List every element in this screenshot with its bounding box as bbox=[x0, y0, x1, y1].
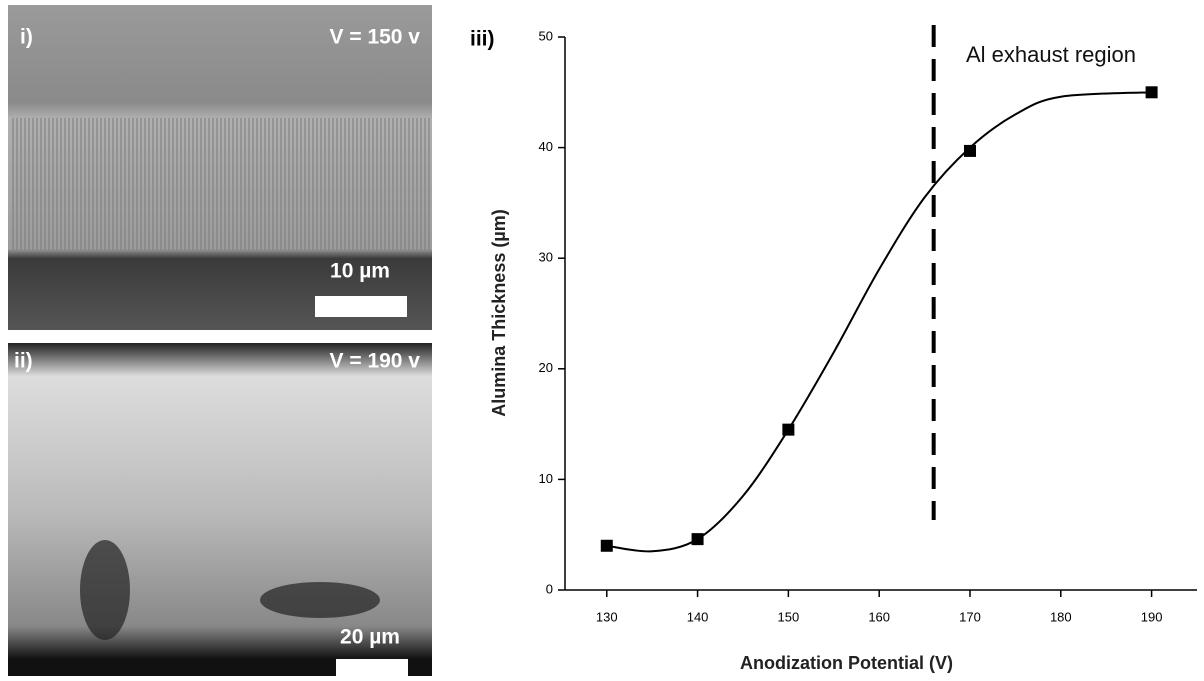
x-tick-label: 150 bbox=[778, 609, 800, 624]
point bbox=[1145, 86, 1158, 99]
point bbox=[691, 533, 704, 546]
scale-label: 20 µm bbox=[340, 626, 400, 649]
y-tick-label: 40 bbox=[539, 139, 553, 154]
y-tick-label: 50 bbox=[539, 28, 553, 43]
panel-label: i) bbox=[20, 26, 33, 49]
y-tick-label: 30 bbox=[539, 250, 553, 265]
scale-bar bbox=[315, 296, 407, 317]
sem-image-2: ii) V = 190 v 20 µm bbox=[8, 343, 432, 676]
x-axis-label: Anodization Potential (V) bbox=[740, 653, 953, 673]
fit-curve bbox=[606, 91, 1152, 553]
panel-label: ii) bbox=[14, 350, 33, 373]
x-tick-label: 140 bbox=[687, 609, 709, 624]
y-tick-label: 0 bbox=[546, 581, 553, 596]
x-tick-label: 130 bbox=[596, 609, 618, 624]
voltage-label: V = 190 v bbox=[330, 350, 421, 373]
x-tick-label: 180 bbox=[1050, 609, 1072, 624]
threshold-label: Al exhaust region bbox=[966, 42, 1136, 67]
y-tick-label: 20 bbox=[539, 360, 553, 375]
point bbox=[963, 144, 976, 157]
x-tick-label: 170 bbox=[959, 609, 981, 624]
point bbox=[782, 423, 795, 436]
y-axis-label: Alumina Thickness (µm) bbox=[489, 209, 509, 416]
x-tick-label: 160 bbox=[868, 609, 890, 624]
sem-image-1: i) V = 150 v 10 µm bbox=[8, 5, 432, 330]
x-tick-label: 190 bbox=[1141, 609, 1163, 624]
panel-label: iii) bbox=[470, 28, 495, 51]
voltage-label: V = 150 v bbox=[330, 26, 421, 49]
scale-bar bbox=[336, 659, 408, 676]
point bbox=[600, 539, 613, 552]
scale-label: 10 µm bbox=[330, 260, 390, 283]
y-tick-label: 10 bbox=[539, 471, 553, 486]
